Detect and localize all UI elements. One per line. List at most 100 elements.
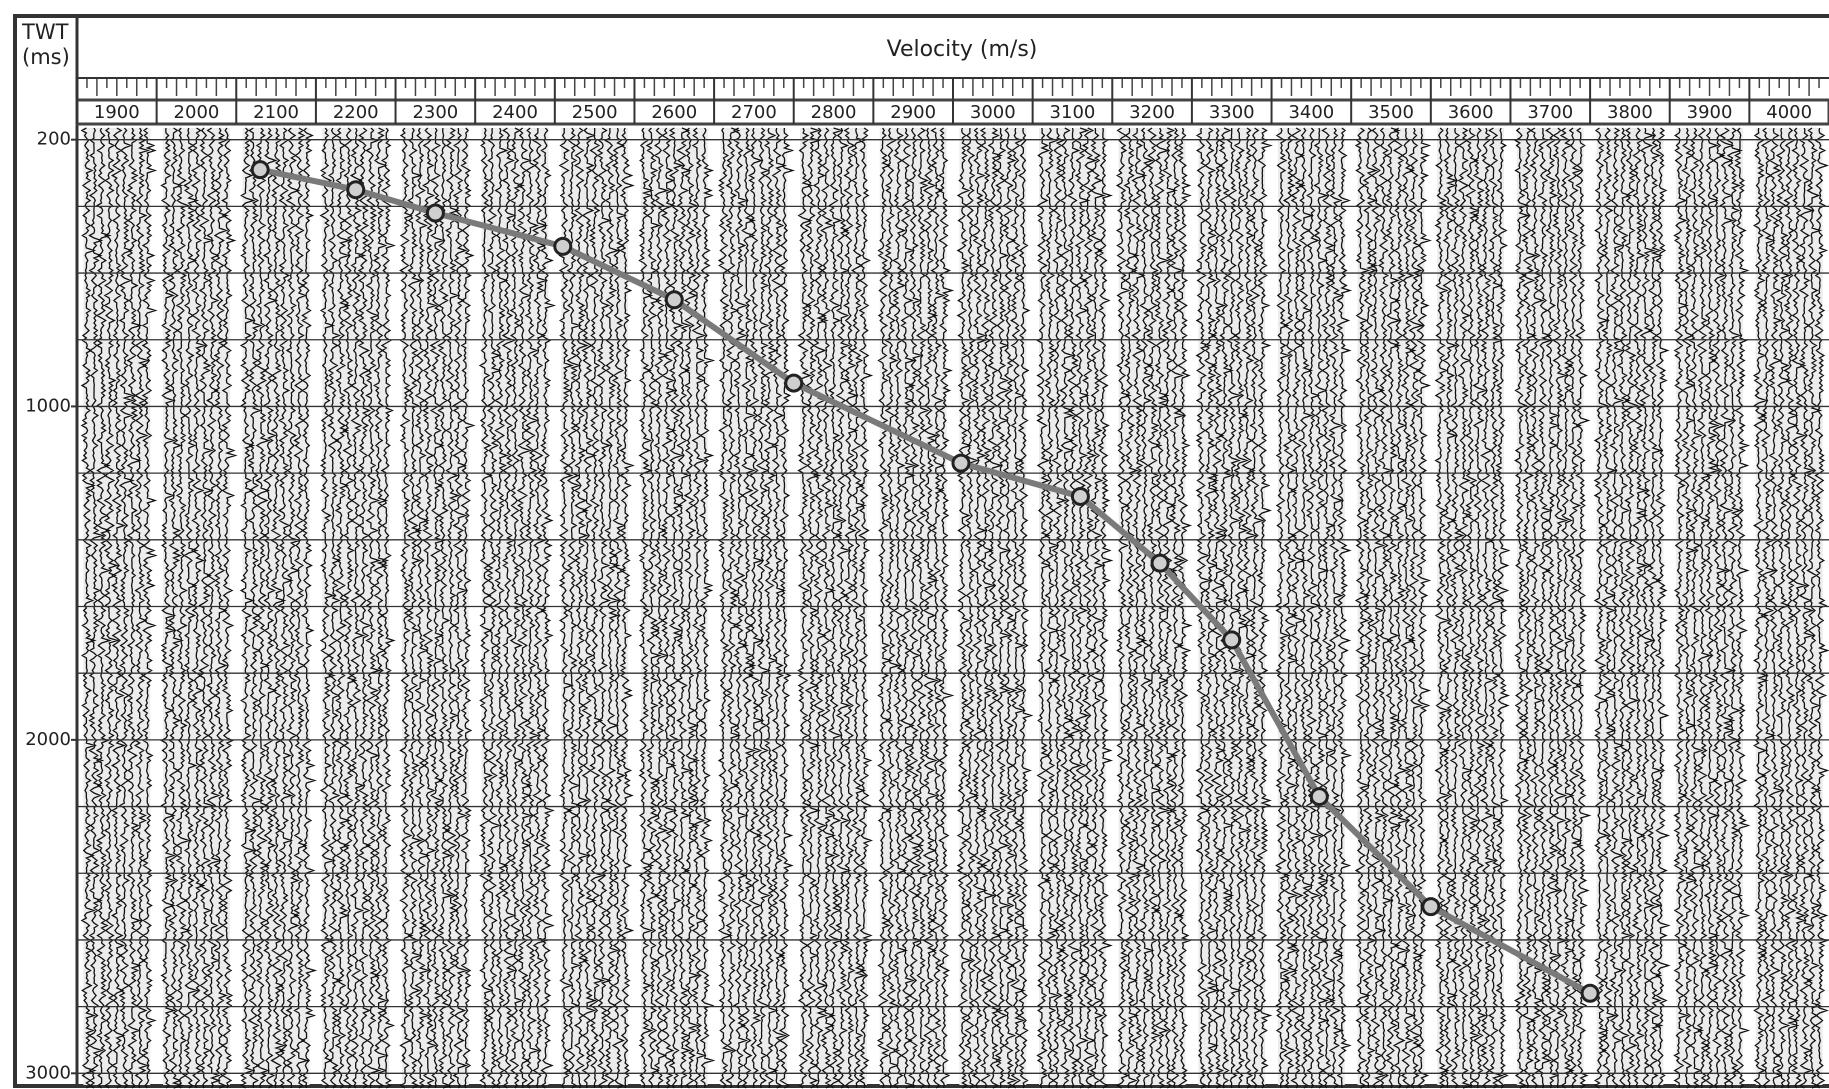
seismic-trace bbox=[1415, 127, 1432, 1089]
seismic-trace bbox=[459, 127, 476, 1089]
seismic-trace bbox=[452, 127, 469, 1089]
seismic-trace bbox=[884, 127, 901, 1089]
seismic-trace bbox=[653, 127, 670, 1089]
seismic-trace bbox=[1593, 127, 1611, 1089]
seismic-trace bbox=[1752, 127, 1770, 1089]
seismic-trace bbox=[1138, 127, 1155, 1088]
seismic-trace bbox=[478, 127, 494, 1089]
seismic-trace bbox=[406, 127, 424, 1089]
seismic-trace bbox=[1529, 127, 1545, 1089]
seismic-trace bbox=[1521, 127, 1538, 1089]
seismic-trace bbox=[858, 127, 874, 1089]
seismic-trace bbox=[1161, 127, 1179, 1089]
seismic-trace bbox=[804, 127, 822, 1089]
seismic-trace bbox=[1654, 127, 1671, 1089]
seismic-trace bbox=[1385, 127, 1402, 1089]
seismic-trace bbox=[103, 127, 120, 1089]
seismic-trace bbox=[95, 127, 112, 1089]
seismic-trace bbox=[1544, 127, 1561, 1089]
velocity-pick bbox=[250, 160, 270, 180]
seismic-trace bbox=[1434, 127, 1451, 1089]
seismic-trace bbox=[907, 127, 925, 1089]
seismic-trace bbox=[1624, 127, 1640, 1089]
seismic-trace bbox=[1400, 127, 1417, 1089]
velocity-pick bbox=[553, 236, 573, 256]
seismic-trace bbox=[437, 127, 454, 1089]
seismic-trace bbox=[842, 127, 859, 1089]
seismic-trace bbox=[835, 127, 852, 1089]
seismic-trace bbox=[1043, 127, 1061, 1089]
seismic-trace bbox=[1256, 127, 1273, 1089]
seismic-trace bbox=[566, 127, 583, 1089]
seismic-trace bbox=[349, 127, 367, 1089]
seismic-trace bbox=[740, 127, 757, 1089]
x-tick-label: 2900 bbox=[890, 102, 936, 123]
seismic-trace bbox=[524, 127, 541, 1089]
x-tick-label: 2100 bbox=[253, 102, 299, 123]
seismic-trace bbox=[1313, 127, 1330, 1089]
seismic-trace bbox=[444, 127, 461, 1089]
seismic-trace bbox=[1248, 127, 1265, 1089]
seismic-trace bbox=[1681, 127, 1697, 1089]
seismic-trace bbox=[581, 127, 598, 1089]
seismic-trace bbox=[1002, 127, 1018, 1089]
y-axis-label: TWT (ms) bbox=[22, 20, 70, 69]
x-tick-label: 3400 bbox=[1288, 102, 1334, 123]
seismic-trace bbox=[971, 127, 988, 1089]
seismic-trace bbox=[1536, 127, 1554, 1089]
chart-title: Velocity (m/s) bbox=[887, 37, 1038, 62]
seismic-trace bbox=[539, 127, 557, 1089]
seismic-trace bbox=[239, 127, 257, 1089]
seismic-trace bbox=[573, 127, 590, 1089]
seismic-trace bbox=[1567, 127, 1584, 1089]
x-tick-label: 2200 bbox=[333, 102, 379, 123]
seismic-trace bbox=[698, 127, 716, 1089]
seismic-trace bbox=[619, 127, 635, 1089]
x-tick-label: 3000 bbox=[970, 102, 1016, 123]
seismic-trace bbox=[1734, 127, 1751, 1089]
seismic-trace bbox=[1169, 127, 1186, 1089]
seismic-trace bbox=[1601, 127, 1618, 1089]
x-tick-label: 2700 bbox=[731, 102, 777, 123]
seismic-trace bbox=[1275, 127, 1291, 1089]
seismic-trace bbox=[1059, 127, 1075, 1089]
seismic-trace bbox=[588, 127, 606, 1089]
seismic-trace bbox=[334, 127, 352, 1089]
velocity-pick bbox=[1222, 630, 1242, 650]
seismic-trace bbox=[876, 127, 893, 1089]
seismic-trace bbox=[1131, 127, 1148, 1089]
seismic-trace bbox=[1495, 127, 1511, 1089]
seismic-trace bbox=[110, 127, 127, 1089]
seismic-trace bbox=[986, 127, 1004, 1089]
seismic-trace bbox=[717, 127, 735, 1089]
seismic-trace bbox=[1392, 127, 1410, 1089]
velocity-pick bbox=[346, 180, 366, 200]
seismic-trace bbox=[1017, 127, 1034, 1089]
seismic-trace bbox=[820, 127, 837, 1089]
seismic-trace bbox=[213, 127, 229, 1089]
seismic-trace bbox=[1408, 127, 1425, 1089]
seismic-trace bbox=[1320, 127, 1336, 1089]
seismic-trace bbox=[1711, 127, 1728, 1089]
seismic-trace bbox=[80, 127, 98, 1089]
seismic-trace bbox=[1369, 127, 1387, 1089]
seismic-trace bbox=[1798, 127, 1816, 1089]
seismic-trace bbox=[1115, 127, 1132, 1089]
seismic-trace bbox=[1176, 127, 1193, 1089]
seismic-trace bbox=[532, 127, 549, 1089]
seismic-trace bbox=[1282, 127, 1299, 1089]
seismic-trace bbox=[1036, 127, 1052, 1089]
seismic-trace bbox=[827, 127, 844, 1089]
seismic-trace bbox=[922, 127, 940, 1089]
seismic-trace bbox=[1608, 127, 1625, 1089]
seismic-trace bbox=[1696, 127, 1713, 1089]
velocity-pick bbox=[951, 453, 971, 473]
seismic-trace bbox=[1362, 127, 1379, 1089]
seismic-trace bbox=[126, 127, 143, 1089]
velocity-pick bbox=[1150, 553, 1170, 573]
seismic-trace bbox=[797, 127, 814, 1089]
seismic-trace bbox=[1305, 127, 1322, 1089]
seismic-trace bbox=[1153, 127, 1171, 1089]
seismic-trace bbox=[1574, 127, 1592, 1089]
